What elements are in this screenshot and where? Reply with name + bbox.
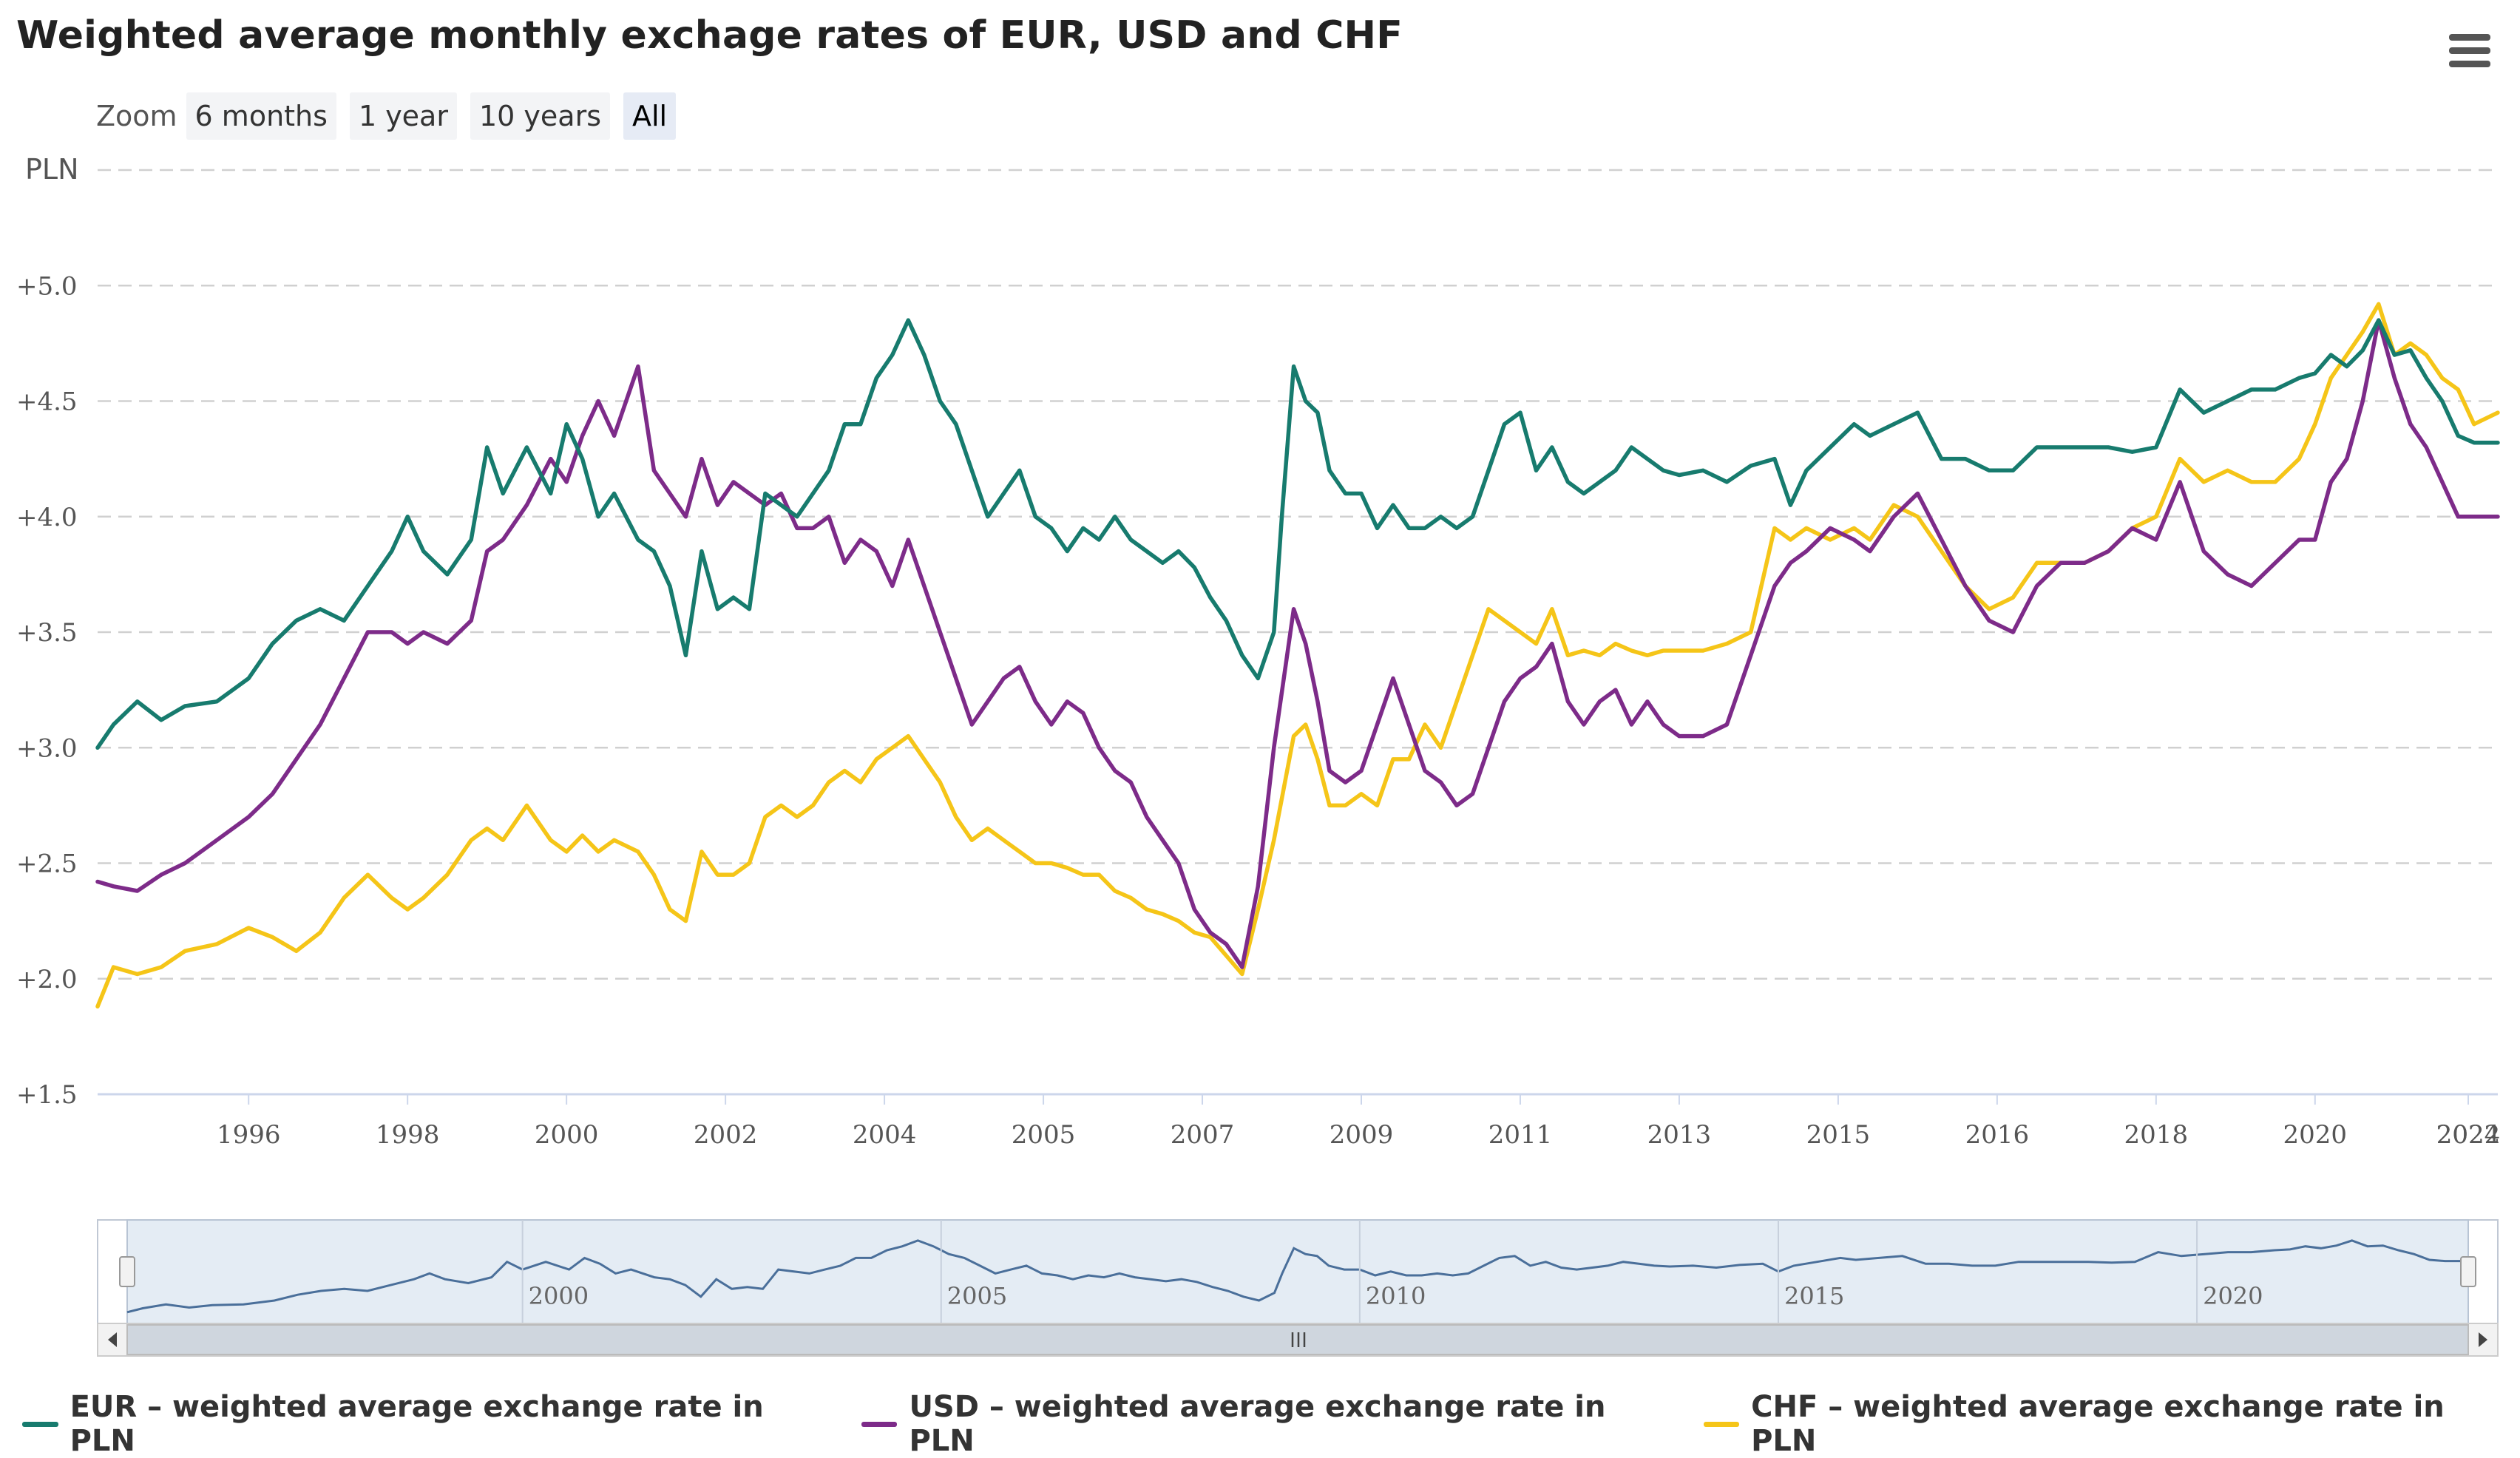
x-tick-label: 1996 [217, 1120, 281, 1150]
x-tick-label: 1998 [376, 1120, 440, 1150]
navigator-handle-left[interactable] [119, 1256, 135, 1287]
hamburger-menu-icon[interactable] [2449, 34, 2490, 75]
navigator-tick-label: 2005 [947, 1282, 1007, 1310]
y-tick-label: +2.5 [16, 850, 78, 879]
navigator-tick-label: 2020 [2203, 1282, 2263, 1310]
series-line-chf [95, 302, 2500, 1009]
zoom-6-months-button[interactable]: 6 months [186, 92, 336, 140]
scroll-left-arrow-icon[interactable] [108, 1332, 117, 1347]
zoom-label: Zoom [96, 100, 177, 132]
y-tick-label: +3.5 [16, 618, 78, 648]
legend-item-chf[interactable]: CHF – weighted average exchange rate in … [1703, 1390, 2498, 1458]
navigator-range-mask [126, 1219, 2469, 1324]
y-tick-label: +2.0 [16, 965, 78, 994]
legend-swatch-eur [22, 1421, 58, 1427]
navigator-series-line [126, 1239, 2468, 1314]
legend-label-eur: EUR – weighted average exchange rate in … [70, 1390, 764, 1458]
legend-label-chf: CHF – weighted average exchange rate in … [1751, 1390, 2445, 1458]
y-tick-label: +3.0 [16, 733, 78, 763]
navigator-handle-right[interactable] [2460, 1256, 2476, 1287]
y-tick-label: +4.5 [16, 387, 78, 417]
legend-swatch-chf [1703, 1421, 1740, 1427]
x-tick-label: 2016 [1965, 1120, 2030, 1150]
x-tick-label: 2007 [1171, 1120, 1235, 1150]
y-axis-label: PLN [25, 153, 79, 186]
x-tick-label: 2002 [694, 1120, 758, 1150]
x-tick-label: 2018 [2124, 1120, 2189, 1150]
zoom-1-year-button[interactable]: 1 year [349, 92, 457, 140]
x-tick-label: 2011 [1488, 1120, 1553, 1150]
x-tick-label: 2013 [1647, 1120, 1712, 1150]
legend-label-usd: USD – weighted average exchange rate in … [909, 1390, 1606, 1458]
zoom-10-years-button[interactable]: 10 years [470, 92, 610, 140]
x-tick-label: 2020 [2283, 1120, 2348, 1150]
x-tick-label: 2022 [2436, 1120, 2501, 1150]
y-tick-label: +4.0 [16, 503, 78, 532]
x-tick-label: 2000 [535, 1120, 599, 1150]
series-line-eur [95, 318, 2500, 750]
zoom-controls: Zoom 6 months 1 year 10 years All [96, 90, 689, 142]
legend-item-eur[interactable]: EUR – weighted average exchange rate in … [22, 1390, 817, 1458]
navigator-tick-label: 2000 [529, 1282, 589, 1310]
series-line-usd [95, 318, 2500, 969]
y-tick-label: +5.0 [16, 271, 78, 301]
x-tick-label: 2005 [1012, 1120, 1076, 1150]
y-tick-label: +1.5 [16, 1080, 78, 1110]
zoom-all-button[interactable]: All [623, 92, 677, 140]
x-tick-label: 2024 [2436, 1120, 2501, 1150]
x-tick-label: 2004 [853, 1120, 917, 1150]
x-tick-label: 2015 [1806, 1120, 1871, 1150]
navigator-tick-label: 2015 [1784, 1282, 1844, 1310]
legend-item-usd[interactable]: USD – weighted average exchange rate in … [861, 1390, 1659, 1458]
navigator-tick-label: 2010 [1366, 1282, 1426, 1310]
chart-title: Weighted average monthly exchage rates o… [16, 13, 1403, 58]
legend-swatch-usd [861, 1421, 898, 1427]
legend: EUR – weighted average exchange rate in … [0, 1390, 2520, 1458]
x-tick-label: 2009 [1330, 1120, 1394, 1150]
scroll-right-arrow-icon[interactable] [2479, 1332, 2487, 1347]
